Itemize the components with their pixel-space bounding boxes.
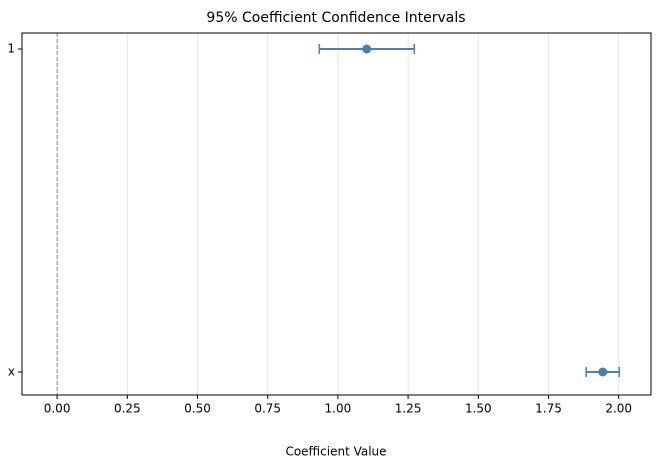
x-tick-label: 1.50 (465, 402, 492, 416)
chart-title: 95% Coefficient Confidence Intervals (206, 10, 465, 26)
x-tick-label: 0.00 (44, 402, 71, 416)
x-tick-label: 1.75 (535, 402, 562, 416)
x-tick-label: 1.25 (395, 402, 422, 416)
x-tick-label: 0.75 (254, 402, 281, 416)
x-axis-label: Coefficient Value (285, 445, 386, 459)
point (362, 44, 372, 54)
x-tick-label: 0.50 (184, 402, 211, 416)
x-tick-label: 2.00 (605, 402, 632, 416)
y-tick-label: 1 (7, 42, 15, 56)
x-tick-label: 0.25 (114, 402, 141, 416)
y-tick-label: x (8, 365, 15, 379)
point (598, 367, 608, 377)
plot-frame (21, 32, 652, 396)
x-tick-label: 1.00 (325, 402, 352, 416)
